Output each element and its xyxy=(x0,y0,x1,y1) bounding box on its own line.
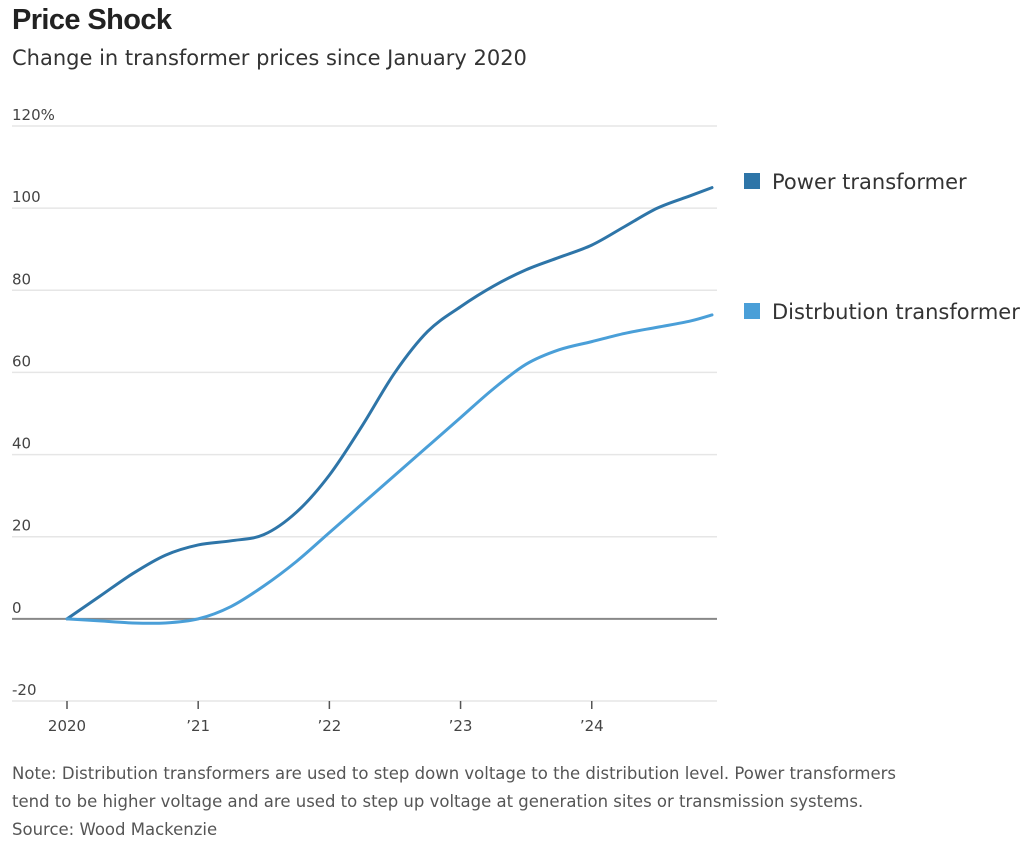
legend-item-distribution: Distrbution transformer xyxy=(744,300,1020,324)
chart-subtitle: Change in transformer prices since Janua… xyxy=(12,46,527,70)
x-tick-label: ’21 xyxy=(186,717,210,735)
legend-swatch xyxy=(744,173,760,189)
line-chart: -20 0 20 40 60 80 100 120% 2020 ’21 ’22 ’23 ’24 Pow… xyxy=(12,106,1020,735)
note-line-2: tend to be higher voltage and are used t… xyxy=(12,792,864,811)
y-tick-label: 120% xyxy=(12,106,55,124)
distribution-transformer-line xyxy=(65,313,714,625)
legend: Power transformer Distrbution transformer xyxy=(744,170,1020,324)
y-axis: -20 0 20 40 60 80 100 120% xyxy=(12,106,55,699)
legend-swatch xyxy=(744,303,760,319)
legend-item-power: Power transformer xyxy=(744,170,967,194)
y-tick-label: 100 xyxy=(12,188,41,206)
y-tick-label: 80 xyxy=(12,270,31,288)
x-tick-label: 2020 xyxy=(48,717,86,735)
gridlines xyxy=(12,125,717,702)
y-tick-label: -20 xyxy=(12,681,37,699)
x-tick-label: ’22 xyxy=(317,717,341,735)
y-tick-label: 20 xyxy=(12,517,31,535)
x-tick-label: ’23 xyxy=(449,717,473,735)
y-tick-label: 60 xyxy=(12,352,31,370)
y-tick-label: 40 xyxy=(12,435,31,453)
power-transformer-line xyxy=(65,186,714,621)
source-line: Source: Wood Mackenzie xyxy=(12,820,218,839)
note-line-1: Note: Distribution transformers are used… xyxy=(12,764,896,783)
y-tick-label: 0 xyxy=(12,599,22,617)
x-tick-label: ’24 xyxy=(580,717,604,735)
legend-label: Power transformer xyxy=(772,170,967,194)
chart-title: Price Shock xyxy=(12,4,172,36)
legend-label: Distrbution transformer xyxy=(772,300,1020,324)
chart-notes: Note: Distribution transformers are used… xyxy=(12,760,1022,844)
series-lines xyxy=(65,186,714,625)
x-axis: 2020 ’21 ’22 ’23 ’24 xyxy=(48,701,604,735)
